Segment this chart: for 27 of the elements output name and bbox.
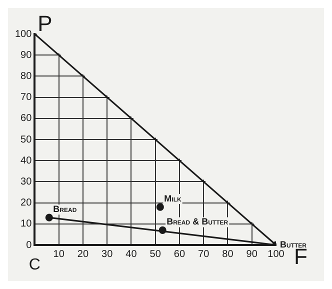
series-label: Milk bbox=[164, 194, 182, 204]
x-tick-label: 80 bbox=[222, 248, 234, 260]
y-tick-label: 50 bbox=[20, 134, 32, 146]
x-tick-label: 20 bbox=[77, 248, 89, 260]
y-tick-label: 60 bbox=[20, 113, 32, 124]
y-tick-label: 20 bbox=[20, 198, 32, 209]
y-tick-label: 0 bbox=[26, 240, 32, 251]
y-tick-label: 90 bbox=[20, 50, 32, 61]
y-tick-label: 100 bbox=[14, 28, 32, 40]
x-tick-label: 60 bbox=[174, 248, 186, 260]
x-tick-label: 100 bbox=[268, 248, 285, 260]
y-tick-label: 80 bbox=[20, 70, 32, 82]
x-tick-label: 10 bbox=[53, 248, 65, 260]
text: C bbox=[28, 256, 40, 274]
series-label: Bread & Butter bbox=[166, 216, 229, 227]
y-axis-title: P bbox=[38, 11, 52, 36]
y-tick-label: 10 bbox=[20, 218, 32, 230]
x-tick-label: 70 bbox=[198, 248, 210, 260]
series-label: Butter bbox=[280, 239, 308, 250]
x-tick-label: 30 bbox=[102, 248, 114, 260]
x-tick-label: 90 bbox=[246, 248, 258, 260]
y-tick-label: 30 bbox=[20, 176, 32, 188]
series-label: Bread bbox=[53, 204, 78, 214]
y-tick-label: 40 bbox=[20, 155, 32, 166]
x-tick-label: 40 bbox=[126, 248, 138, 260]
x-tick-label: 50 bbox=[150, 248, 162, 260]
y-tick-label: 70 bbox=[20, 92, 32, 104]
